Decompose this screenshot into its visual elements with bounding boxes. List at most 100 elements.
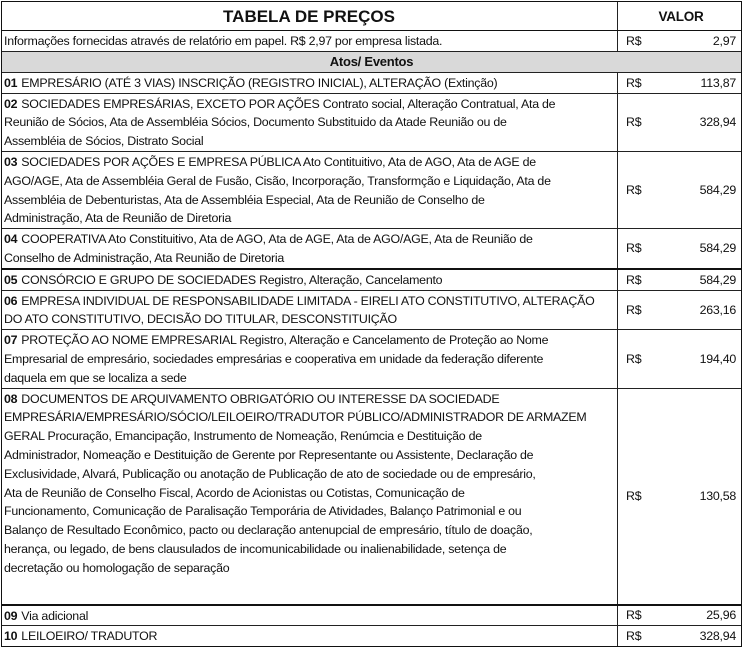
row-code: 06 [4,293,18,308]
currency: R$ [626,75,642,90]
description-line: 04 COOPERATIVA Ato Constituitivo, Ata de … [4,230,614,249]
table-row: 09 Via adicional R$ 25,96 [2,605,741,627]
row-description: 09 Via adicional [2,605,618,626]
table-row: 05 CONSÓRCIO E GRUPO DE SOCIEDADES Regist… [2,269,741,291]
row-description: 06 EMPRESA INDIVIDUAL DE RESPONSABILIDADE… [2,290,618,330]
price: 194,40 [699,351,737,366]
price: 584,29 [699,183,737,198]
currency: R$ [626,183,642,198]
line-text: herança, ou legado, de bens clausulados … [4,541,507,556]
description-line: Assembléia de Sócios, Distrato Social [4,132,614,151]
description-line: daquela em que se localiza a sede [4,369,614,388]
currency: R$ [626,115,642,130]
line-text: LEILOEIRO/ TRADUTOR [21,629,158,644]
description-line: Balanço de Resultado Econômico, pacto ou… [4,521,614,540]
description-line: Conselho de Administração, Ata Reunião d… [4,249,614,268]
row-description: 08 DOCUMENTOS DE ARQUIVAMENTO OBRIGATÓRIO… [2,388,618,604]
price: 113,87 [700,75,737,90]
line-text: Balanço de Resultado Econômico, pacto ou… [4,523,533,538]
table-row: 03 SOCIEDADES POR AÇÕES E EMPRESA PÚBLICA… [2,151,741,230]
line-text: EMPRESÁRIA/EMPRESÁRIO/SÓCIO/LEILOEIRO/TR… [4,410,587,425]
description-line: DO ATO CONSTITUTIVO, DECISÃO DO TITULAR,… [4,310,614,329]
info-row: Informações fornecidas através de relató… [2,31,741,52]
line-text: Reunião de Sócios, Ata de Assembléia Sóc… [4,115,507,130]
line-text: DOCUMENTOS DE ARQUIVAMENTO OBRIGATÓRIO O… [21,391,500,406]
description-line: 02 SOCIEDADES EMPRESÁRIAS, EXCETO POR AÇÕ… [4,95,614,114]
line-text: GERAL Procuração, Emancipação, Instrumen… [4,429,482,444]
price: 328,94 [699,629,737,644]
line-text: CONSÓRCIO E GRUPO DE SOCIEDADES Registro… [21,272,443,287]
table-row: 10 LEILOEIRO/ TRADUTOR R$ 328,94 [2,626,741,647]
description-line: GERAL Procuração, Emancipação, Instrumen… [4,427,614,446]
description-line: EMPRESÁRIA/EMPRESÁRIO/SÓCIO/LEILOEIRO/TR… [4,408,614,427]
description-line: 08 DOCUMENTOS DE ARQUIVAMENTO OBRIGATÓRIO… [4,390,614,409]
description-line: 06 EMPRESA INDIVIDUAL DE RESPONSABILIDADE… [4,292,614,311]
description-line: decretação ou homologação de separação [4,559,614,578]
description-line: herança, ou legado, de bens clausulados … [4,540,614,559]
currency: R$ [626,351,642,366]
price: 130,58 [699,489,737,504]
row-code: 10 [4,629,18,644]
row-code: 08 [4,391,18,406]
price: 328,94 [699,115,737,130]
table-header: TABELA DE PREÇOS VALOR [2,2,741,31]
currency: R$ [626,241,642,256]
section-header: Atos/ Eventos [2,51,741,73]
line-text: daquela em que se localiza a sede [4,370,187,385]
line-text: Ata de Reunião de Conselho Fiscal, Acord… [4,485,465,500]
line-text: Administrador, Nomeação e Destituição de… [4,447,534,462]
line-text: Via adicional [21,608,89,623]
row-description: 07 PROTEÇÃO AO NOME EMPRESARIAL Registro,… [2,330,618,388]
row-description: 01 EMPRESÁRIO (ATÉ 3 VIAS) INSCRIÇÃO (REG… [2,72,618,93]
line-text: DO ATO CONSTITUTIVO, DECISÃO DO TITULAR,… [4,312,397,327]
line-text: Assembléia de Sócios, Distrato Social [4,134,204,149]
price: 25,96 [706,608,736,623]
description-line: Empresarial de empresário, sociedades em… [4,350,614,369]
value-header: VALOR [658,8,704,24]
description-line: 03 SOCIEDADES POR AÇÕES E EMPRESA PÚBLICA… [4,153,614,172]
table-title: TABELA DE PREÇOS [2,2,618,30]
description-line: 01 EMPRESÁRIO (ATÉ 3 VIAS) INSCRIÇÃO (REG… [4,74,614,93]
description-line: Funcionamento, Comunicação de Paralisaçã… [4,502,614,521]
line-text: Assembléia de Debenturistas, Ata de Asse… [4,192,485,207]
line-text: decretação ou homologação de separação [4,560,230,575]
info-text: Informações fornecidas através de relató… [2,31,618,51]
row-code: 09 [4,608,18,623]
line-text: Funcionamento, Comunicação de Paralisaçã… [4,504,522,519]
row-code: 04 [4,232,18,247]
row-description: 02 SOCIEDADES EMPRESÁRIAS, EXCETO POR AÇÕ… [2,93,618,151]
row-code: 01 [4,75,18,90]
line-text: Exclusividade, Alvará, Publicação ou ano… [4,466,536,481]
currency: R$ [626,302,642,317]
line-text: SOCIEDADES EMPRESÁRIAS, EXCETO POR AÇÕES… [21,96,556,111]
price: 584,29 [699,272,737,287]
table-row: 08 DOCUMENTOS DE ARQUIVAMENTO OBRIGATÓRIO… [2,388,741,606]
price: 584,29 [699,241,737,256]
row-code: 05 [4,272,18,287]
description-line: AGO/AGE, Ata de Assembléia Geral de Fusã… [4,172,614,191]
row-description: 05 CONSÓRCIO E GRUPO DE SOCIEDADES Regist… [2,269,618,290]
description-line: Administração, Ata de Reunião de Diretor… [4,209,614,228]
currency: R$ [626,272,642,287]
line-text: COOPERATIVA Ato Constituitivo, Ata de AG… [21,232,533,247]
table-row: 07 PROTEÇÃO AO NOME EMPRESARIAL Registro,… [2,330,741,389]
line-text: Empresarial de empresário, sociedades em… [4,351,544,366]
description-line: Reunião de Sócios, Ata de Assembléia Sóc… [4,113,614,132]
price: 263,16 [699,302,737,317]
description-line: 05 CONSÓRCIO E GRUPO DE SOCIEDADES Regist… [4,271,614,290]
row-code: 03 [4,154,18,169]
line-text: PROTEÇÃO AO NOME EMPRESARIAL Registro, A… [21,333,549,348]
row-code: 07 [4,333,18,348]
row-description: 03 SOCIEDADES POR AÇÕES E EMPRESA PÚBLICA… [2,151,618,229]
table-row: 01 EMPRESÁRIO (ATÉ 3 VIAS) INSCRIÇÃO (REG… [2,72,741,94]
currency: R$ [626,629,642,644]
row-code: 02 [4,96,18,111]
row-description: 04 COOPERATIVA Ato Constituitivo, Ata de … [2,229,618,268]
currency: R$ [626,608,642,623]
description-line: Assembléia de Debenturistas, Ata de Asse… [4,191,614,210]
description-line: 09 Via adicional [4,607,614,626]
table-row: 02 SOCIEDADES EMPRESÁRIAS, EXCETO POR AÇÕ… [2,93,741,152]
description-line: Exclusividade, Alvará, Publicação ou ano… [4,465,614,484]
description-line: Administrador, Nomeação e Destituição de… [4,446,614,465]
